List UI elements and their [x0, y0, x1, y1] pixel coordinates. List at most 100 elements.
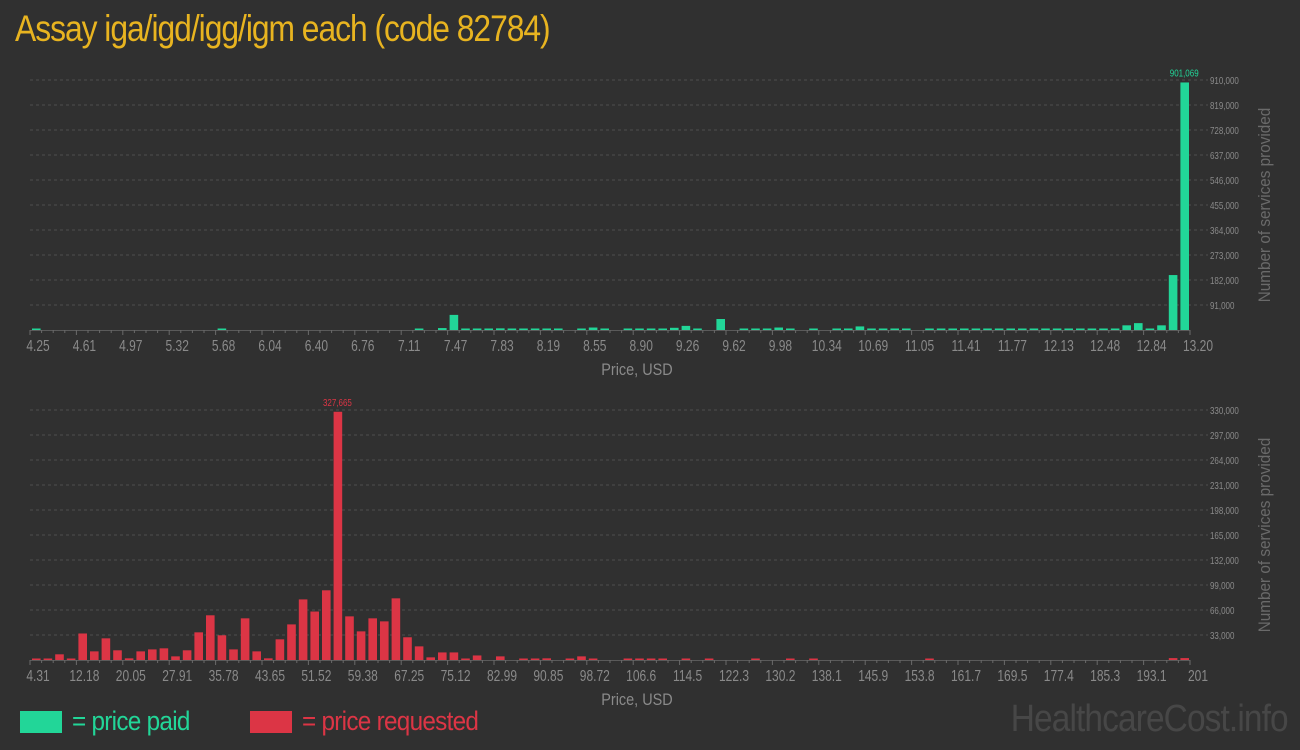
- bar: [449, 314, 459, 330]
- x-tick-label: 193.1: [1137, 666, 1167, 684]
- bar: [751, 328, 760, 330]
- bar: [275, 639, 285, 660]
- bar: [948, 328, 957, 330]
- y-tick-label: 330,000: [1210, 405, 1239, 416]
- bar: [368, 618, 377, 660]
- x-tick-label: 145.9: [858, 666, 888, 684]
- bar: [1122, 325, 1131, 330]
- bar: [1180, 82, 1189, 330]
- bar: [878, 328, 888, 330]
- bar: [577, 656, 586, 660]
- bar: [542, 658, 551, 660]
- bar: [287, 624, 296, 660]
- x-tick-label: 5.68: [212, 336, 235, 354]
- x-tick-label: 9.62: [722, 336, 745, 354]
- bar: [554, 328, 563, 330]
- bar: [565, 658, 575, 660]
- x-tick-label: 5.32: [166, 336, 189, 354]
- x-tick-label: 6.76: [351, 336, 374, 354]
- x-tick-label: 75.12: [441, 666, 471, 684]
- y-tick-label: 182,000: [1210, 275, 1239, 286]
- bar: [577, 328, 586, 330]
- x-tick-label: 8.19: [537, 336, 560, 354]
- x-tick-label: 201: [1188, 666, 1208, 684]
- bar: [345, 616, 354, 660]
- bar: [867, 328, 876, 330]
- bar: [217, 635, 227, 660]
- bar: [681, 658, 691, 660]
- bar: [507, 328, 517, 330]
- bar: [472, 655, 482, 660]
- x-tick-label: 9.26: [676, 336, 699, 354]
- y-tick-label: 165,000: [1210, 530, 1239, 541]
- bar: [983, 328, 992, 330]
- bar: [438, 652, 447, 660]
- bar: [1157, 325, 1166, 330]
- bar: [148, 649, 157, 660]
- bar: [1018, 328, 1027, 330]
- bar: [66, 658, 76, 660]
- bar: [925, 328, 934, 330]
- bar: [971, 328, 981, 330]
- bar: [90, 651, 99, 660]
- legend-requested: = price requested: [250, 706, 498, 737]
- y-tick-label: 273,000: [1210, 250, 1239, 261]
- bar: [1052, 328, 1062, 330]
- bar: [832, 328, 841, 330]
- x-tick-label: 12.18: [69, 666, 99, 684]
- y-tick-label: 819,000: [1210, 100, 1239, 111]
- bar: [229, 649, 238, 660]
- bar: [182, 650, 192, 660]
- x-tick-label: 122.3: [719, 666, 749, 684]
- bar: [670, 327, 679, 330]
- bar: [1041, 328, 1050, 330]
- x-tick-label: 13.20: [1183, 336, 1213, 354]
- legend-swatch-paid: [20, 710, 62, 733]
- x-tick-label: 11.41: [951, 336, 980, 354]
- y-tick-label: 264,000: [1210, 455, 1239, 466]
- bar: [658, 328, 667, 330]
- x-tick-label: 82.99: [487, 666, 517, 684]
- bar: [391, 598, 401, 660]
- y-tick-label: 66,000: [1210, 605, 1234, 616]
- bar: [101, 638, 111, 660]
- x-tick-label: 4.31: [26, 666, 49, 684]
- y-tick-label: 728,000: [1210, 125, 1239, 136]
- x-tick-label: 10.34: [812, 336, 842, 354]
- bar: [1076, 328, 1085, 330]
- y-tick-label: 198,000: [1210, 505, 1239, 516]
- bar: [32, 328, 41, 330]
- bar: [786, 328, 795, 330]
- y-tick-label: 231,000: [1210, 480, 1239, 491]
- x-tick-label: 8.90: [630, 336, 653, 354]
- bar: [438, 328, 447, 330]
- bar: [716, 319, 725, 330]
- bar: [426, 657, 435, 660]
- x-tick-label: 106.6: [626, 666, 656, 684]
- bar: [1029, 328, 1039, 330]
- y-tick-label: 91,000: [1210, 300, 1234, 311]
- y-tick-label: 637,000: [1210, 150, 1239, 161]
- x-tick-label: 51.52: [301, 666, 331, 684]
- bar: [786, 658, 795, 660]
- bar: [1180, 658, 1189, 660]
- x-axis-title: Price, USD: [601, 361, 672, 379]
- x-tick-label: 130.2: [765, 666, 795, 684]
- bar: [461, 328, 470, 330]
- legend-paid: = price paid: [20, 706, 203, 737]
- y-tick-label: 455,000: [1210, 200, 1239, 211]
- x-tick-label: 185.3: [1090, 666, 1120, 684]
- page-title: Assay iga/igd/igg/igm each (code 82784): [15, 8, 551, 49]
- bar: [1145, 328, 1155, 330]
- bar: [809, 658, 818, 660]
- bar: [472, 328, 482, 330]
- x-tick-label: 138.1: [812, 666, 842, 684]
- x-tick-label: 7.47: [444, 336, 467, 354]
- bar: [194, 632, 203, 660]
- bar: [588, 327, 598, 330]
- bar: [936, 328, 946, 330]
- x-tick-label: 114.5: [673, 666, 702, 684]
- x-tick-label: 6.04: [258, 336, 281, 354]
- bar: [310, 611, 319, 660]
- bar: [240, 618, 250, 660]
